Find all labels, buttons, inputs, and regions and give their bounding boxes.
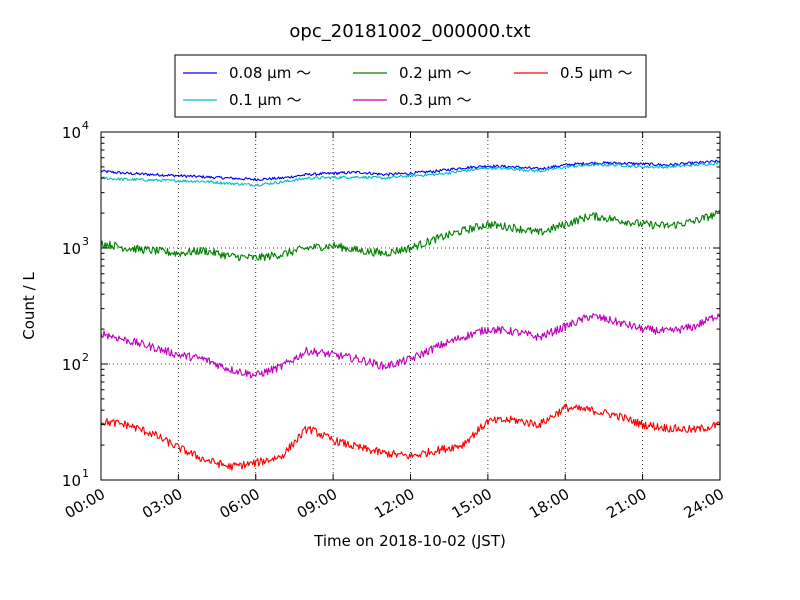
x-tick-label: 21:00 [603,485,649,522]
legend: 0.08 μm ～ 0.1 μm ～ 0.2 μm ～ 0.3 μm ～ 0.5 μm … [175,55,646,117]
legend-entry-label: 0.08 μm ～ [229,64,311,82]
legend-entry-label: 0.3 μm ～ [399,91,472,109]
x-tick-label: 15:00 [449,485,495,522]
x-tick-label: 18:00 [526,485,572,522]
legend-entry-label: 0.1 μm ～ [229,91,302,109]
legend-entry-label: 0.5 μm ～ [560,64,633,82]
x-tick-label: 12:00 [371,485,417,522]
y-tick-label: 10 [62,472,81,490]
y-tick-label: 10 [62,240,81,258]
x-tick-label: 09:00 [294,485,340,522]
x-tick-label: 24:00 [681,485,727,522]
y-tick-exponent: 1 [82,467,89,480]
x-tick-label: 03:00 [139,485,185,522]
legend-entry-label: 0.2 μm ～ [399,64,472,82]
y-tick-exponent: 4 [82,119,89,132]
y-tick-label: 10 [62,124,81,142]
y-tick-exponent: 2 [82,351,89,364]
y-tick-label: 10 [62,356,81,374]
x-axis-label: Time on 2018-10-02 (JST) [313,532,506,550]
chart-title: opc_20181002_000000.txt [289,21,530,42]
y-axis-label: Count / L [20,272,38,340]
x-tick-label: 06:00 [217,485,263,522]
y-tick-exponent: 3 [82,235,89,248]
line-chart: opc_20181002_000000.txt 00:00 03:00 06:00 0… [0,0,800,600]
x-tick-label: 00:00 [62,485,108,522]
